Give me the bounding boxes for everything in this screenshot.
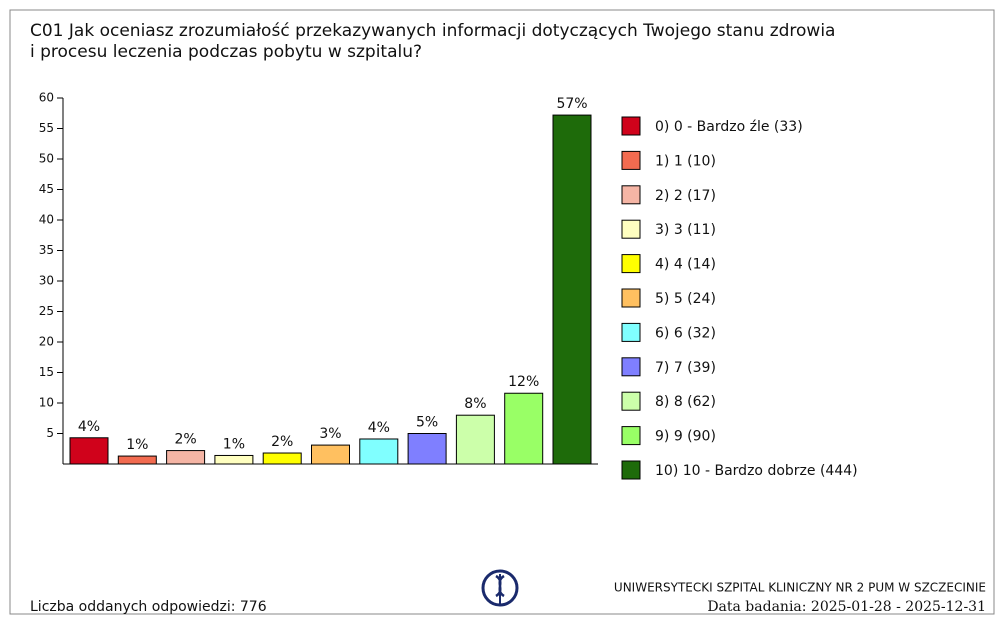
value-label: 4% [78,419,100,435]
legend-label: 0) 0 - Bardzo źle (33) [655,119,803,135]
y-tick-label: 40 [39,213,54,227]
value-label: 3% [319,426,341,442]
bar [214,454,254,465]
legend-label: 6) 6 (32) [655,325,716,341]
legend-swatch [621,322,641,342]
bar [166,450,206,465]
value-label: 57% [556,96,587,112]
bar [552,114,592,465]
bar [504,392,544,465]
legend-label: 3) 3 (11) [655,222,716,238]
y-tick-label: 50 [39,152,54,166]
legend-swatch [621,254,641,274]
legend-swatch [621,391,641,411]
value-label: 8% [464,396,486,412]
legend-swatch [621,357,641,377]
legend-swatch [621,116,641,136]
y-tick-label: 25 [39,304,54,318]
value-label: 2% [174,432,196,448]
y-tick-label: 10 [39,396,54,410]
legend-swatch [621,426,641,446]
value-label: 4% [368,420,390,436]
organization: UNIWERSYTECKI SZPITAL KLINICZNY NR 2 PUM… [614,581,986,595]
value-label: 5% [416,415,438,431]
bar [359,438,399,465]
y-tick-label: 45 [39,182,54,196]
legend-label: 4) 4 (14) [655,257,716,273]
legend-swatch [621,219,641,239]
value-label: 1% [223,436,245,452]
response-count: Liczba oddanych odpowiedzi: 776 [30,599,267,615]
legend-swatch [621,460,641,480]
legend-label: 10) 10 - Bardzo dobrze (444) [655,463,858,479]
y-tick-label: 55 [39,121,54,135]
bar [117,455,157,465]
bar [262,452,302,465]
legend-swatch [621,185,641,205]
legend-swatch [621,150,641,170]
y-tick-label: 30 [39,274,54,288]
bar [311,444,350,465]
legend-label: 9) 9 (90) [655,429,716,445]
y-tick-label: 60 [39,91,54,105]
legend-label: 1) 1 (10) [655,153,716,169]
legend-swatch [621,288,641,308]
value-label: 12% [508,374,539,390]
bar [69,437,109,465]
legend-label: 7) 7 (39) [655,360,716,376]
logo [481,569,519,607]
frame [9,9,995,615]
y-tick-label: 35 [39,243,54,257]
chart-title: C01 Jak oceniasz zrozumiałość przekazywa… [30,21,835,41]
y-tick-label: 15 [39,365,54,379]
value-label: 1% [126,437,148,453]
legend-label: 2) 2 (17) [655,188,716,204]
chart-title: i procesu leczenia podczas pobytu w szpi… [30,42,422,62]
y-tick-label: 5 [46,426,54,440]
legend-label: 8) 8 (62) [655,394,716,410]
bar [455,414,495,465]
legend-label: 5) 5 (24) [655,291,716,307]
y-tick-label: 20 [39,335,54,349]
value-label: 2% [271,434,293,450]
bar [407,433,447,465]
survey-date: Data badania: 2025-01-28 - 2025-12-31 [707,599,986,615]
